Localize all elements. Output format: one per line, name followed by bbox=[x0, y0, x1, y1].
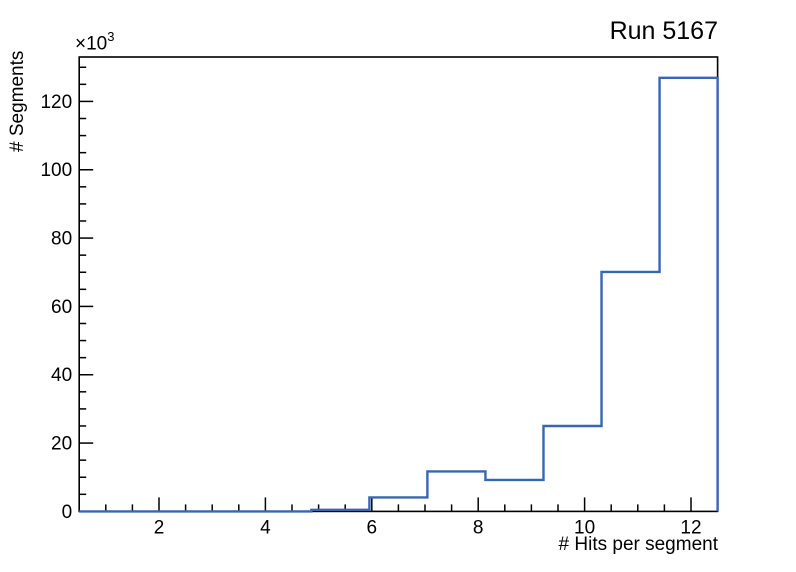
y-tick-label: 40 bbox=[51, 365, 72, 386]
y-axis-exponent-label: ×103 bbox=[75, 29, 115, 55]
y-tick-label: 0 bbox=[62, 502, 73, 523]
x-tick-label: 8 bbox=[473, 518, 484, 539]
x-axis-title: # Hits per segment bbox=[558, 534, 718, 555]
x-tick-label: 2 bbox=[154, 518, 165, 539]
y-tick-label: 120 bbox=[40, 92, 72, 113]
x-tick-label: 10 bbox=[574, 518, 595, 539]
y-tick-label: 80 bbox=[51, 229, 72, 250]
x-tick-label: 12 bbox=[680, 518, 701, 539]
x-tick-label: 4 bbox=[260, 518, 271, 539]
plot-frame bbox=[78, 56, 719, 513]
y-exponent-base: ×10 bbox=[75, 33, 108, 55]
plot-title: Run 5167 bbox=[609, 17, 718, 45]
y-tick-label: 20 bbox=[51, 434, 72, 455]
y-tick-label: 60 bbox=[51, 297, 72, 318]
histogram-line bbox=[79, 76, 719, 513]
y-axis-title: # Segments bbox=[7, 50, 28, 152]
y-exponent-power: 3 bbox=[107, 29, 115, 44]
y-tick-label: 100 bbox=[40, 160, 72, 181]
x-tick-label: 6 bbox=[367, 518, 378, 539]
